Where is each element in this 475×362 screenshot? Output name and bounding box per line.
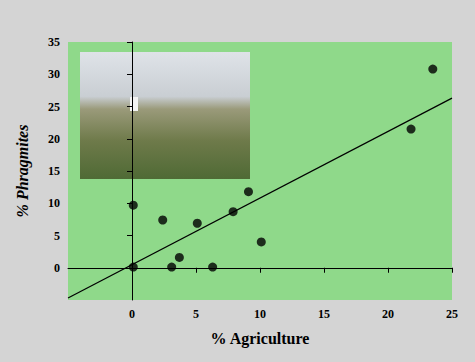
svg-text:5: 5 xyxy=(54,229,60,243)
svg-text:20: 20 xyxy=(48,132,60,146)
svg-text:% Agriculture: % Agriculture xyxy=(211,330,310,348)
svg-text:% Phragmites: % Phragmites xyxy=(14,125,32,218)
svg-text:25: 25 xyxy=(48,100,60,114)
svg-text:10: 10 xyxy=(48,196,60,210)
svg-text:25: 25 xyxy=(446,307,458,321)
svg-text:10: 10 xyxy=(254,307,266,321)
svg-text:0: 0 xyxy=(54,261,60,275)
svg-text:15: 15 xyxy=(48,164,60,178)
svg-text:20: 20 xyxy=(382,307,394,321)
svg-text:15: 15 xyxy=(318,307,330,321)
svg-text:30: 30 xyxy=(48,67,60,81)
svg-text:35: 35 xyxy=(48,35,60,49)
svg-text:0: 0 xyxy=(129,307,135,321)
svg-text:5: 5 xyxy=(193,307,199,321)
